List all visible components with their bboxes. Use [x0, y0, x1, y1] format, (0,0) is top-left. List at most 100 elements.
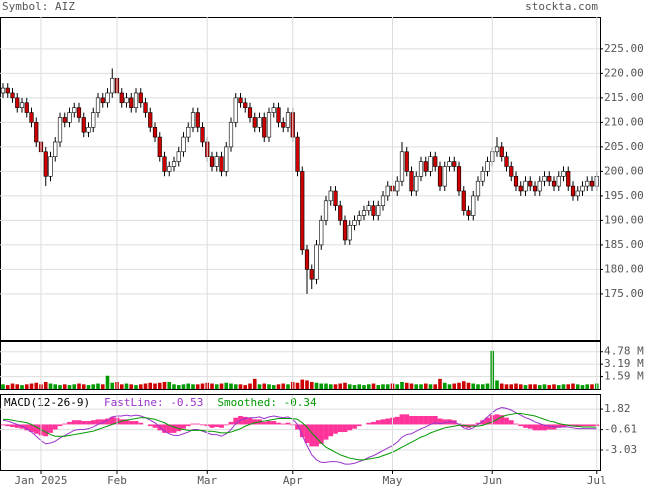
histogram-bar: [413, 416, 419, 425]
candle-body: [589, 180, 595, 187]
candle-body: [480, 171, 485, 182]
histogram-bar: [67, 421, 72, 425]
histogram-bar: [195, 423, 201, 425]
volume-bar: [58, 385, 62, 389]
candle-body: [466, 210, 471, 216]
histogram-bar: [228, 421, 234, 425]
histogram-bar: [138, 422, 144, 425]
volume-bar: [214, 384, 219, 389]
candle-body: [10, 92, 15, 99]
volume-bar: [376, 385, 381, 389]
y-tick-label: 1.82: [604, 402, 631, 415]
volume-bar: [257, 384, 262, 389]
histogram-bar: [0, 424, 6, 426]
histogram-bar: [233, 417, 239, 425]
histogram-bar: [105, 418, 110, 425]
candle-body: [414, 175, 419, 192]
candle-body: [200, 126, 205, 143]
histogram-bar: [385, 418, 391, 425]
histogram-bar: [523, 424, 528, 428]
volume-bar: [200, 383, 205, 389]
volume-bar: [105, 375, 110, 389]
y-tick-label: -3.03: [604, 443, 637, 456]
histogram-bar: [356, 424, 362, 427]
candle-body: [53, 141, 58, 157]
histogram-bar: [428, 416, 433, 425]
histogram-bar: [43, 424, 49, 437]
candle-body: [304, 249, 310, 270]
candle-body: [162, 156, 167, 172]
candle-body: [471, 195, 476, 216]
histogram-bar: [171, 424, 177, 433]
candle-body: [95, 97, 101, 113]
histogram-bar: [504, 417, 509, 425]
candle-body: [452, 161, 457, 167]
candle-body: [67, 112, 72, 123]
histogram-bar: [271, 421, 277, 425]
histogram-bar: [399, 414, 405, 425]
candle-body: [209, 156, 215, 167]
candle-body: [547, 175, 552, 182]
volume-bar: [86, 385, 91, 389]
volume-bar: [442, 382, 447, 389]
candle-body: [428, 156, 433, 172]
candle-body: [34, 122, 39, 143]
volume-bar: [15, 384, 20, 389]
volume-bar: [100, 384, 105, 389]
candle-body: [338, 205, 343, 221]
histogram-bar: [190, 423, 196, 425]
volume-bar: [457, 382, 461, 389]
volume-bar: [499, 383, 504, 389]
volume-bar: [195, 384, 200, 389]
candle-body: [523, 180, 528, 192]
volume-bar: [72, 384, 77, 389]
candle-body: [157, 136, 162, 157]
histogram-bar: [475, 422, 481, 425]
volume-bar: [556, 385, 561, 389]
volume-bar: [461, 381, 466, 389]
candle-body: [148, 112, 153, 128]
candle-body: [24, 102, 29, 113]
volume-bar: [352, 385, 357, 389]
candle-body: [72, 107, 77, 113]
candle-body: [352, 220, 357, 226]
volume-bar: [77, 383, 81, 389]
symbol-title: Symbol: AIZ: [2, 0, 75, 13]
histogram-bar: [52, 424, 58, 430]
y-tick-label: 190.00: [604, 213, 644, 226]
volume-bar: [143, 383, 148, 389]
x-tick-label: Apr: [283, 474, 303, 486]
candle-body: [190, 112, 196, 128]
histogram-bar: [304, 424, 310, 444]
histogram-bar: [29, 424, 34, 433]
histogram-bar: [432, 416, 438, 425]
histogram-bar: [285, 422, 291, 425]
candle-body: [319, 220, 324, 246]
volume-bar: [423, 383, 428, 389]
volume-bar: [504, 384, 509, 389]
histogram-bar: [589, 424, 595, 427]
histogram-bar: [57, 424, 63, 427]
volume-bar: [186, 383, 191, 389]
candle-body: [167, 166, 172, 172]
candle-body: [110, 77, 115, 94]
histogram-bar: [556, 424, 562, 428]
candle-body: [129, 97, 134, 108]
histogram-bar: [328, 424, 334, 437]
histogram-bar: [527, 424, 533, 429]
candle-body: [76, 107, 82, 118]
histogram-bar: [375, 420, 381, 425]
volume-bar: [176, 385, 181, 389]
histogram-bar: [214, 424, 220, 427]
histogram-bar: [366, 422, 372, 425]
candle-body: [347, 225, 352, 241]
y-tick-label: 185.00: [604, 238, 644, 251]
volume-bar: [34, 382, 39, 389]
volume-bar: [286, 384, 290, 389]
volume-bar: [537, 385, 542, 389]
candle-body: [376, 205, 381, 216]
volume-bar: [400, 381, 404, 389]
histogram-bar: [181, 424, 186, 429]
candle-body: [186, 126, 191, 138]
candle-body: [105, 92, 110, 104]
